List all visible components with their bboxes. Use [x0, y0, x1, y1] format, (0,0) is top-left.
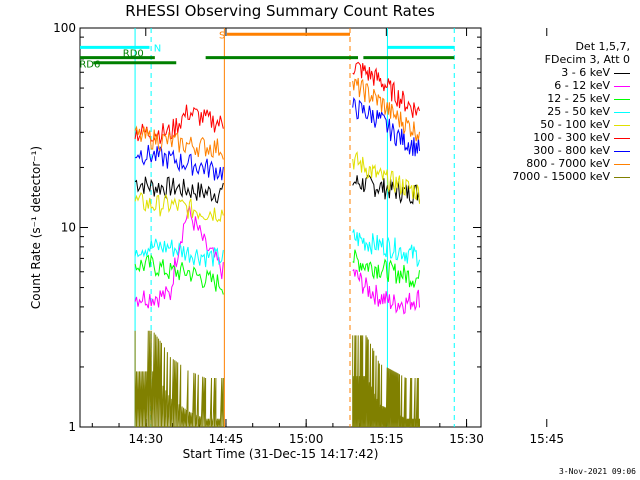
- x-tick-label: 14:30: [128, 432, 163, 446]
- legend-swatch: [614, 163, 630, 165]
- legend-item: 300 - 800 keV: [480, 144, 630, 157]
- legend: Det 1,5,7, FDecim 3, Att 0 3 - 6 keV 6 - …: [480, 40, 630, 183]
- series-line-0: [134, 176, 224, 204]
- series-line-6: [135, 144, 224, 181]
- series-line-6: [352, 96, 420, 157]
- x-tick-label: 15:15: [369, 432, 404, 446]
- legend-header-1: Det 1,5,7,: [575, 40, 630, 53]
- flag-label: RD0: [123, 49, 144, 60]
- series-line-7: [352, 77, 420, 142]
- series-line-1: [134, 205, 224, 309]
- legend-swatch: [614, 98, 630, 100]
- y-tick-label: 10: [61, 221, 76, 235]
- plot-frame-rect: [79, 27, 482, 428]
- x-axis-label: Start Time (31-Dec-15 14:17:42): [183, 447, 379, 461]
- x-tick-label: 15:00: [289, 432, 324, 446]
- legend-item-label: 50 - 100 keV: [540, 118, 610, 131]
- legend-item-label: 300 - 800 keV: [533, 144, 610, 157]
- legend-item: 6 - 12 keV: [480, 79, 630, 92]
- series-line-3: [352, 229, 420, 267]
- x-tick-label: 15:30: [449, 432, 484, 446]
- series-line-3: [134, 238, 224, 268]
- series-line-1: [352, 268, 420, 315]
- series-line-8: [134, 330, 224, 428]
- legend-swatch: [614, 111, 630, 113]
- legend-header-2: FDecim 3, Att 0: [544, 53, 630, 66]
- legend-item: 12 - 25 keV: [480, 92, 630, 105]
- series-line-5: [134, 104, 224, 144]
- legend-item: 100 - 300 keV: [480, 131, 630, 144]
- legend-item-label: 12 - 25 keV: [547, 92, 610, 105]
- series-line-2: [352, 249, 420, 288]
- legend-swatch: [614, 150, 630, 152]
- series-line-4: [352, 151, 420, 204]
- x-tick-label: 14:45: [209, 432, 244, 446]
- legend-swatch: [614, 85, 630, 87]
- legend-item: 25 - 50 keV: [480, 105, 630, 118]
- legend-item-label: 7000 - 15000 keV: [512, 170, 610, 183]
- series-line-7: [134, 125, 224, 160]
- legend-swatch: [614, 124, 630, 126]
- legend-item: 7000 - 15000 keV: [480, 170, 630, 183]
- legend-swatch: [614, 72, 630, 74]
- y-tick-label: 1: [68, 420, 76, 434]
- flag-label: S: [219, 30, 225, 41]
- chart-title: RHESSI Observing Summary Count Rates: [125, 2, 435, 20]
- legend-item-label: 3 - 6 keV: [561, 66, 610, 79]
- legend-item: 800 - 7000 keV: [480, 157, 630, 170]
- series-line-2: [134, 254, 224, 295]
- legend-swatch: [614, 176, 630, 178]
- legend-item-label: 800 - 7000 keV: [526, 157, 610, 170]
- legend-item: 3 - 6 keV: [480, 66, 630, 79]
- legend-swatch: [614, 137, 630, 139]
- legend-item-label: 6 - 12 keV: [554, 79, 610, 92]
- y-axis-label: Count Rate (s⁻¹ detector⁻¹): [29, 146, 43, 309]
- series-line-0: [352, 174, 420, 205]
- legend-item-label: 100 - 300 keV: [533, 131, 610, 144]
- series-line-5: [352, 61, 420, 118]
- flag-label: N: [154, 43, 161, 54]
- timestamp: 3-Nov-2021 09:06: [558, 467, 636, 476]
- x-tick-label: 15:45: [529, 432, 564, 446]
- legend-item: 50 - 100 keV: [480, 118, 630, 131]
- y-tick-label: 100: [53, 21, 76, 35]
- series-line-8: [352, 335, 420, 428]
- flag-label: RD6: [79, 60, 100, 71]
- legend-item-label: 25 - 50 keV: [547, 105, 610, 118]
- series-line-4: [134, 192, 224, 223]
